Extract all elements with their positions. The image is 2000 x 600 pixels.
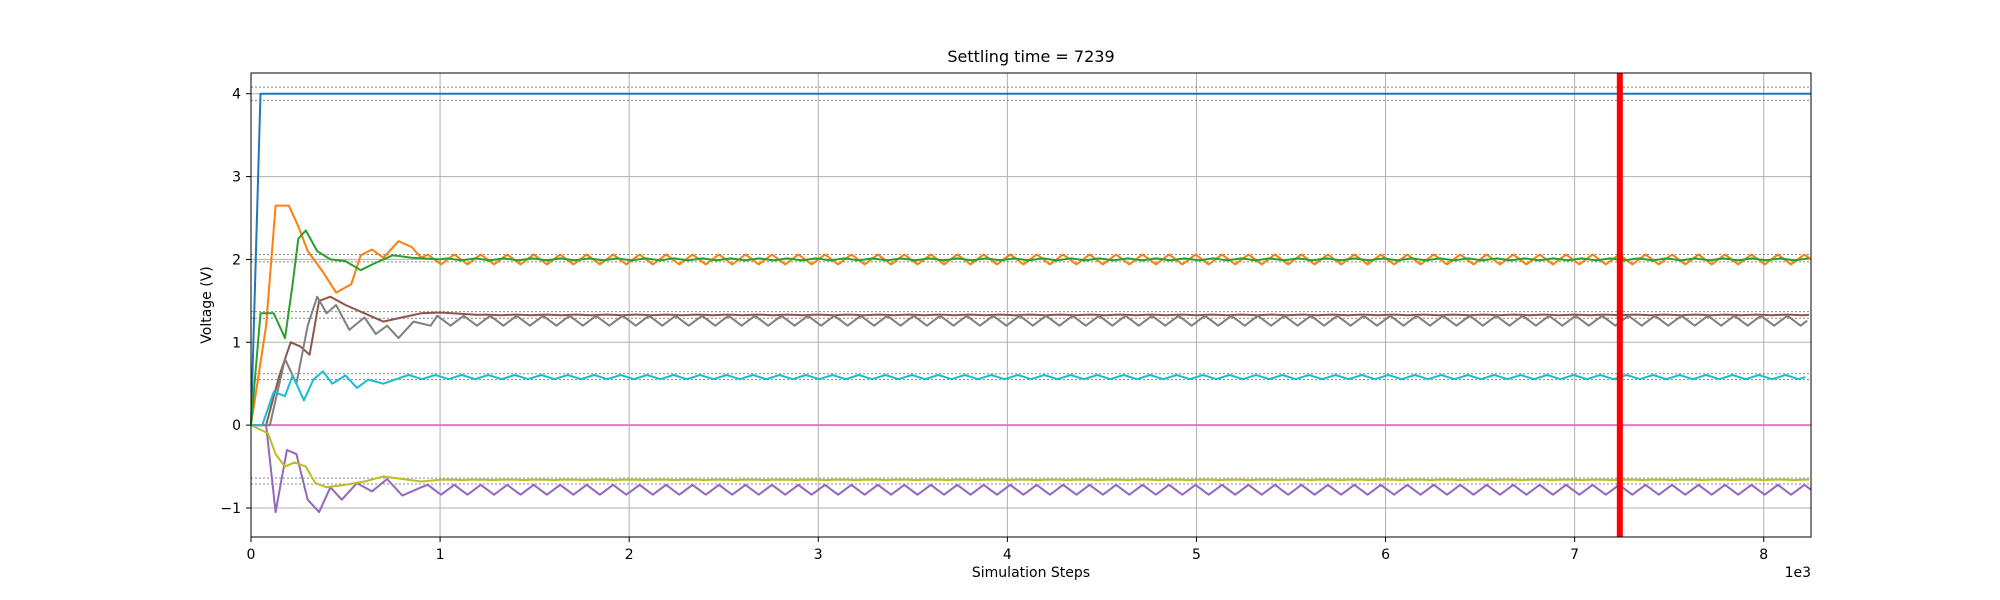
y-tick-label: 3 bbox=[232, 170, 241, 186]
x-tick-label: 4 bbox=[1003, 547, 1012, 563]
x-axis-scale-label: 1e3 bbox=[1785, 565, 1811, 581]
y-tick-label: 2 bbox=[232, 252, 241, 268]
plot-frame bbox=[250, 72, 1812, 538]
x-tick-label: 3 bbox=[814, 547, 823, 563]
x-tick-label: 7 bbox=[1570, 547, 1579, 563]
y-tick-label: −1 bbox=[220, 501, 241, 517]
series-line-0 bbox=[250, 92, 1811, 426]
x-tick-label: 6 bbox=[1381, 547, 1390, 563]
data-series bbox=[250, 92, 1812, 514]
x-tick-label: 0 bbox=[247, 547, 256, 563]
series-line-4 bbox=[251, 295, 1810, 427]
x-axis-ticks: 0 1 2 3 4 5 6 7 8 bbox=[247, 537, 1768, 563]
series-line-3 bbox=[251, 424, 1812, 514]
x-axis-label: Simulation Steps bbox=[972, 565, 1090, 581]
y-axis-ticks: −1 0 1 2 3 4 bbox=[220, 87, 251, 517]
series-line-6 bbox=[251, 295, 1808, 427]
series-line-8 bbox=[251, 370, 1806, 427]
x-tick-label: 2 bbox=[625, 547, 634, 563]
y-tick-label: 0 bbox=[232, 418, 241, 434]
x-tick-label: 8 bbox=[1759, 547, 1768, 563]
chart-title: Settling time = 7239 bbox=[947, 47, 1114, 66]
x-tick-label: 5 bbox=[1192, 547, 1201, 563]
grid-lines bbox=[250, 73, 1811, 537]
x-tick-label: 1 bbox=[436, 547, 445, 563]
y-tick-label: 4 bbox=[232, 87, 241, 103]
y-tick-label: 1 bbox=[232, 335, 241, 351]
y-axis-label: Voltage (V) bbox=[199, 266, 215, 343]
series-line-7 bbox=[250, 424, 1810, 489]
series-line-2 bbox=[250, 229, 1809, 426]
